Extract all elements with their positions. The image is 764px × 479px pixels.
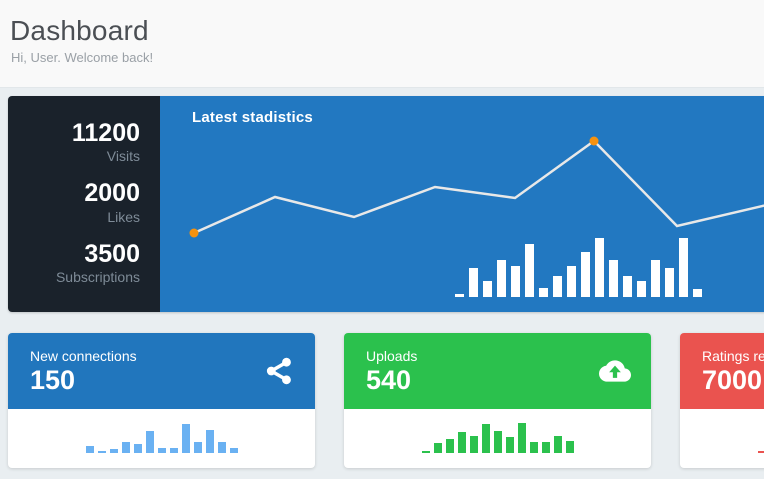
chart-title: Latest stadistics xyxy=(192,109,313,126)
stat-cards-row: New connections 150 Uploads xyxy=(8,333,764,468)
stat-visits: 11200 Visits xyxy=(72,119,140,165)
welcome-text: Hi, User. Welcome back! xyxy=(11,50,154,65)
card-header: New connections 150 xyxy=(8,333,315,409)
card-value: 150 xyxy=(30,365,76,395)
share-icon xyxy=(263,355,295,387)
statistics-panel: 11200 Visits 2000 Likes 3500 Subscriptio… xyxy=(8,96,764,312)
stats-summary: 11200 Visits 2000 Likes 3500 Subscriptio… xyxy=(8,96,160,312)
latest-statistics-chart xyxy=(189,136,764,297)
stat-label: Visits xyxy=(106,148,140,165)
card-mini-chart xyxy=(85,424,238,453)
stat-value: 3500 xyxy=(84,239,140,268)
latest-statistics-area: Latest stadistics xyxy=(160,96,764,312)
card-value: 540 xyxy=(366,365,412,395)
card-label: Ratings received xyxy=(702,348,764,364)
card-value: 7000 xyxy=(702,365,763,395)
page-title: Dashboard xyxy=(10,15,149,46)
card-chart-area xyxy=(344,409,651,468)
card-chart-area xyxy=(680,409,764,468)
card-chart-area xyxy=(8,409,315,468)
card-label: Uploads xyxy=(366,348,418,364)
stat-label: Subscriptions xyxy=(55,269,140,286)
stat-value: 11200 xyxy=(71,118,140,147)
stat-subscriptions: 3500 Subscriptions xyxy=(56,240,140,286)
stat-likes: 2000 Likes xyxy=(84,179,140,225)
card-label: New connections xyxy=(30,348,137,364)
stat-label: Likes xyxy=(107,208,140,225)
cloud-upload-icon xyxy=(599,355,631,387)
card-ratings-received[interactable]: Ratings received 7000 xyxy=(680,333,764,468)
card-new-connections[interactable]: New connections 150 xyxy=(8,333,315,468)
stat-value: 2000 xyxy=(84,179,140,208)
card-mini-chart xyxy=(757,451,764,453)
card-header: Ratings received 7000 xyxy=(680,333,764,409)
card-uploads[interactable]: Uploads 540 xyxy=(344,333,651,468)
page-header: Dashboard Hi, User. Welcome back! xyxy=(0,0,764,88)
card-header: Uploads 540 xyxy=(344,333,651,409)
card-mini-chart xyxy=(421,423,574,453)
